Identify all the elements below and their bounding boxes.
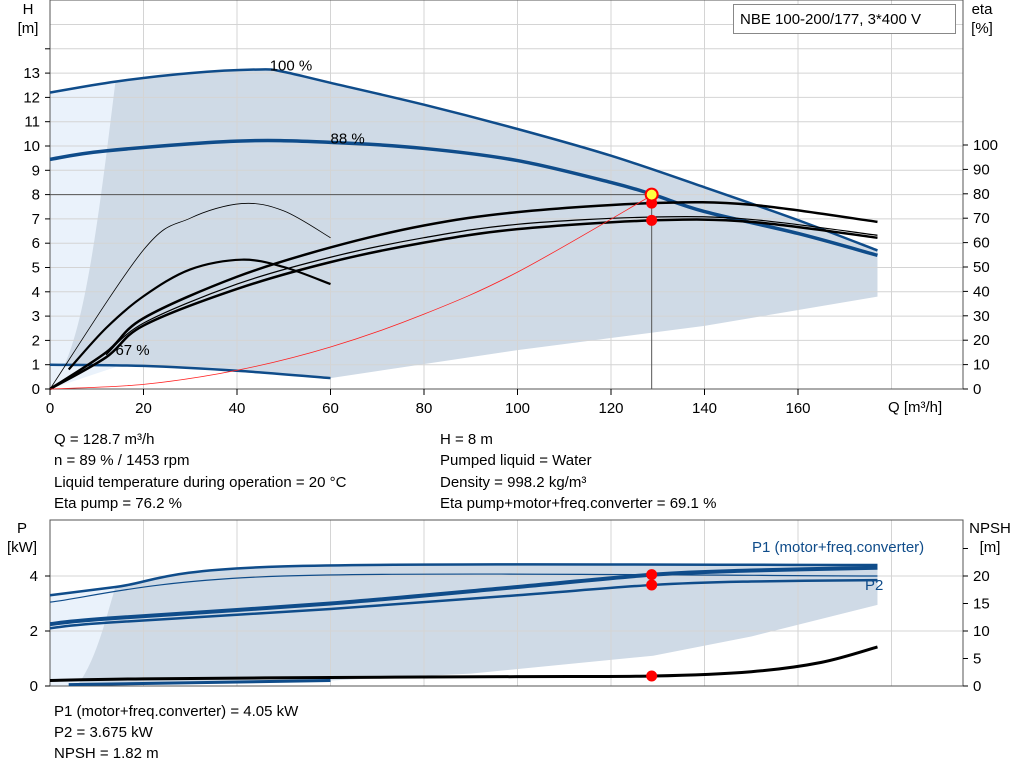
q-tick-label: 40 [229,400,246,417]
h-tick-label: 11 [24,114,40,131]
efficiency-curve [49,202,331,390]
efficiency-curve [105,215,878,356]
eta-tick-label: 20 [973,332,990,349]
h-tick-label: 13 [23,65,40,82]
eta-tick-label: 100 [973,137,998,154]
h-tick-label: 9 [32,162,40,179]
q-tick-label: 20 [135,400,152,417]
h-axis-title: H [m] [10,0,46,38]
pump-title-box: NBE 100-200/177, 3*400 V [733,4,956,34]
head-curve [49,363,331,380]
eta-tick-label: 40 [973,283,990,300]
h-tick-label: 3 [32,308,40,325]
q-tick-label: 160 [785,400,810,417]
power-curve [49,563,878,597]
head-curve [49,138,878,258]
eta-tick-label: 70 [973,210,990,227]
readout-density: Density = 998.2 kg/m³ [440,474,587,491]
h-tick-label: 4 [32,284,40,301]
readout-eta-total: Eta pump+motor+freq.converter = 69.1 % [440,495,717,512]
h-tick-label: 0 [32,381,40,398]
npsh-axis-title: NPSH [m] [962,519,1018,557]
p-axis-label: P [kW] [7,520,37,556]
system-curve [49,194,654,390]
h-tick-label: 1 [32,357,40,374]
q-axis-title: Q [m³/h] [888,399,943,416]
speed-curve-label: 67 % [115,342,149,359]
p2-series-label: P2 [865,577,884,594]
readout-q: Q = 128.7 m³/h [54,431,155,448]
npsh-curve [49,645,878,682]
p-tick-label: 4 [30,568,38,585]
power-curve [49,573,878,603]
eta-axis-label: eta [%] [971,1,993,37]
q-tick-label: 100 [505,400,530,417]
p-tick-label: 0 [30,678,38,695]
readout-h: H = 8 m [440,431,493,448]
h-tick-label: 7 [32,211,40,228]
npsh-tick-label: 5 [973,651,981,668]
readout-p1: P1 (motor+freq.converter) = 4.05 kW [54,703,299,720]
h-axis-label: H [m] [17,1,39,37]
efficiency-curve [49,218,878,391]
npsh-tick-label: 0 [973,678,981,695]
power-curve [49,565,878,627]
p2-point [646,579,658,591]
h-tick-label: 10 [23,138,40,155]
min-power-curve [68,679,331,687]
eta-tick-label: 50 [973,259,990,276]
npsh-point [646,670,658,682]
npsh-tick-label: 20 [973,568,990,585]
speed-curve-label: 88 % [331,131,365,148]
npsh-axis-label: NPSH [m] [969,520,1011,556]
p1-point [646,569,658,581]
duty-point [644,187,659,202]
h-tick-label: 8 [32,187,40,204]
eta-tick-label: 30 [973,308,990,325]
h-tick-label: 12 [23,89,40,106]
npsh-tick-label: 15 [973,596,990,613]
h-tick-label: 5 [32,260,40,277]
q-tick-label: 60 [322,400,339,417]
q-tick-label: 140 [692,400,717,417]
eta-tick-label: 90 [973,161,990,178]
h-tick-label: 6 [32,235,40,252]
power-operating-area [78,564,878,685]
q-tick-label: 0 [46,400,54,417]
efficiency-curve [67,258,331,371]
p-tick-label: 2 [30,623,38,640]
eta-tick-label: 10 [973,357,990,374]
eta-tick-label: 0 [973,381,981,398]
p1-series-label: P1 (motor+freq.converter) [752,539,925,556]
q-tick-label: 80 [416,400,433,417]
readout-p2: P2 = 3.675 kW [54,724,153,741]
readout-n: n = 89 % / 1453 rpm [54,452,190,469]
readout-liquid: Pumped liquid = Water [440,452,592,469]
eta-tick-label: 80 [973,186,990,203]
power-curve [49,578,878,630]
eta-total-point [646,214,658,226]
npsh-tick-label: 10 [973,623,990,640]
h-tick-label: 2 [32,332,40,349]
readout-npsh: NPSH = 1.82 m [54,745,159,762]
efficiency-curve [49,200,878,391]
head-curve [49,68,878,252]
speed-curve-label: 100 % [270,58,313,75]
q-tick-label: 120 [598,400,623,417]
eta-axis-title: eta [%] [962,0,1002,38]
eta-tick-label: 60 [973,235,990,252]
operating-area [64,69,878,379]
readout-eta-pump: Eta pump = 76.2 % [54,495,182,512]
p-axis-title: P [kW] [4,519,40,557]
readout-temp: Liquid temperature during operation = 20… [54,474,347,491]
